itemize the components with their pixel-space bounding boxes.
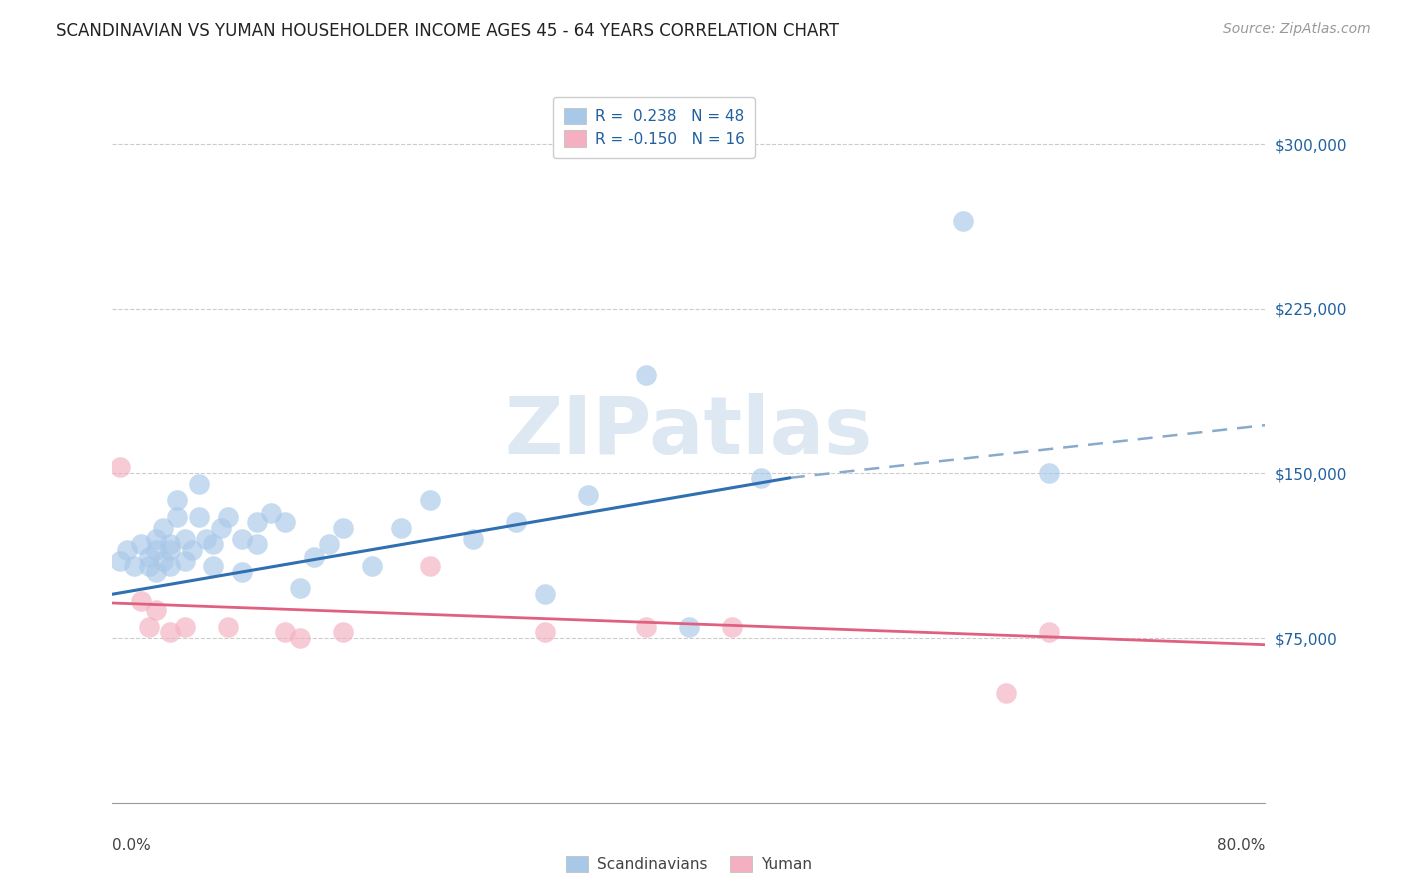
Point — [332, 624, 354, 639]
Point — [173, 554, 195, 568]
Point — [634, 620, 657, 634]
Point — [108, 554, 131, 568]
Point — [138, 558, 160, 573]
Point — [274, 515, 297, 529]
Point — [145, 566, 167, 580]
Point — [129, 594, 153, 608]
Legend: Scandinavians, Yuman: Scandinavians, Yuman — [560, 850, 818, 879]
Point — [505, 515, 527, 529]
Point — [995, 686, 1018, 700]
Point — [318, 537, 340, 551]
Point — [288, 631, 311, 645]
Point — [721, 620, 744, 634]
Point — [188, 510, 211, 524]
Point — [749, 471, 772, 485]
Point — [159, 558, 181, 573]
Point — [332, 521, 354, 535]
Point — [678, 620, 700, 634]
Point — [533, 587, 555, 601]
Point — [389, 521, 412, 535]
Point — [159, 624, 181, 639]
Point — [231, 533, 253, 547]
Point — [138, 549, 160, 564]
Point — [274, 624, 297, 639]
Point — [173, 620, 195, 634]
Point — [115, 543, 138, 558]
Point — [180, 543, 202, 558]
Text: ZIPatlas: ZIPatlas — [505, 392, 873, 471]
Point — [108, 459, 131, 474]
Point — [245, 537, 267, 551]
Point — [533, 624, 555, 639]
Point — [145, 543, 167, 558]
Text: 80.0%: 80.0% — [1218, 838, 1265, 854]
Point — [419, 492, 441, 507]
Point — [145, 602, 167, 616]
Point — [419, 558, 441, 573]
Point — [129, 537, 153, 551]
Point — [217, 620, 239, 634]
Point — [159, 543, 181, 558]
Point — [122, 558, 145, 573]
Point — [231, 566, 253, 580]
Point — [166, 510, 188, 524]
Point — [1038, 624, 1060, 639]
Text: SCANDINAVIAN VS YUMAN HOUSEHOLDER INCOME AGES 45 - 64 YEARS CORRELATION CHART: SCANDINAVIAN VS YUMAN HOUSEHOLDER INCOME… — [56, 22, 839, 40]
Point — [245, 515, 267, 529]
Point — [145, 533, 167, 547]
Point — [260, 506, 283, 520]
Point — [576, 488, 599, 502]
Point — [152, 554, 174, 568]
Point — [360, 558, 382, 573]
Text: Source: ZipAtlas.com: Source: ZipAtlas.com — [1223, 22, 1371, 37]
Point — [1038, 467, 1060, 481]
Point — [202, 558, 225, 573]
Point — [209, 521, 232, 535]
Point — [217, 510, 239, 524]
Point — [195, 533, 218, 547]
Point — [952, 214, 974, 228]
Point — [202, 537, 225, 551]
Point — [304, 549, 326, 564]
Text: 0.0%: 0.0% — [112, 838, 152, 854]
Point — [188, 477, 211, 491]
Point — [152, 521, 174, 535]
Point — [288, 581, 311, 595]
Point — [159, 537, 181, 551]
Point — [138, 620, 160, 634]
Point — [461, 533, 484, 547]
Point — [634, 368, 657, 382]
Point — [166, 492, 188, 507]
Point — [173, 533, 195, 547]
